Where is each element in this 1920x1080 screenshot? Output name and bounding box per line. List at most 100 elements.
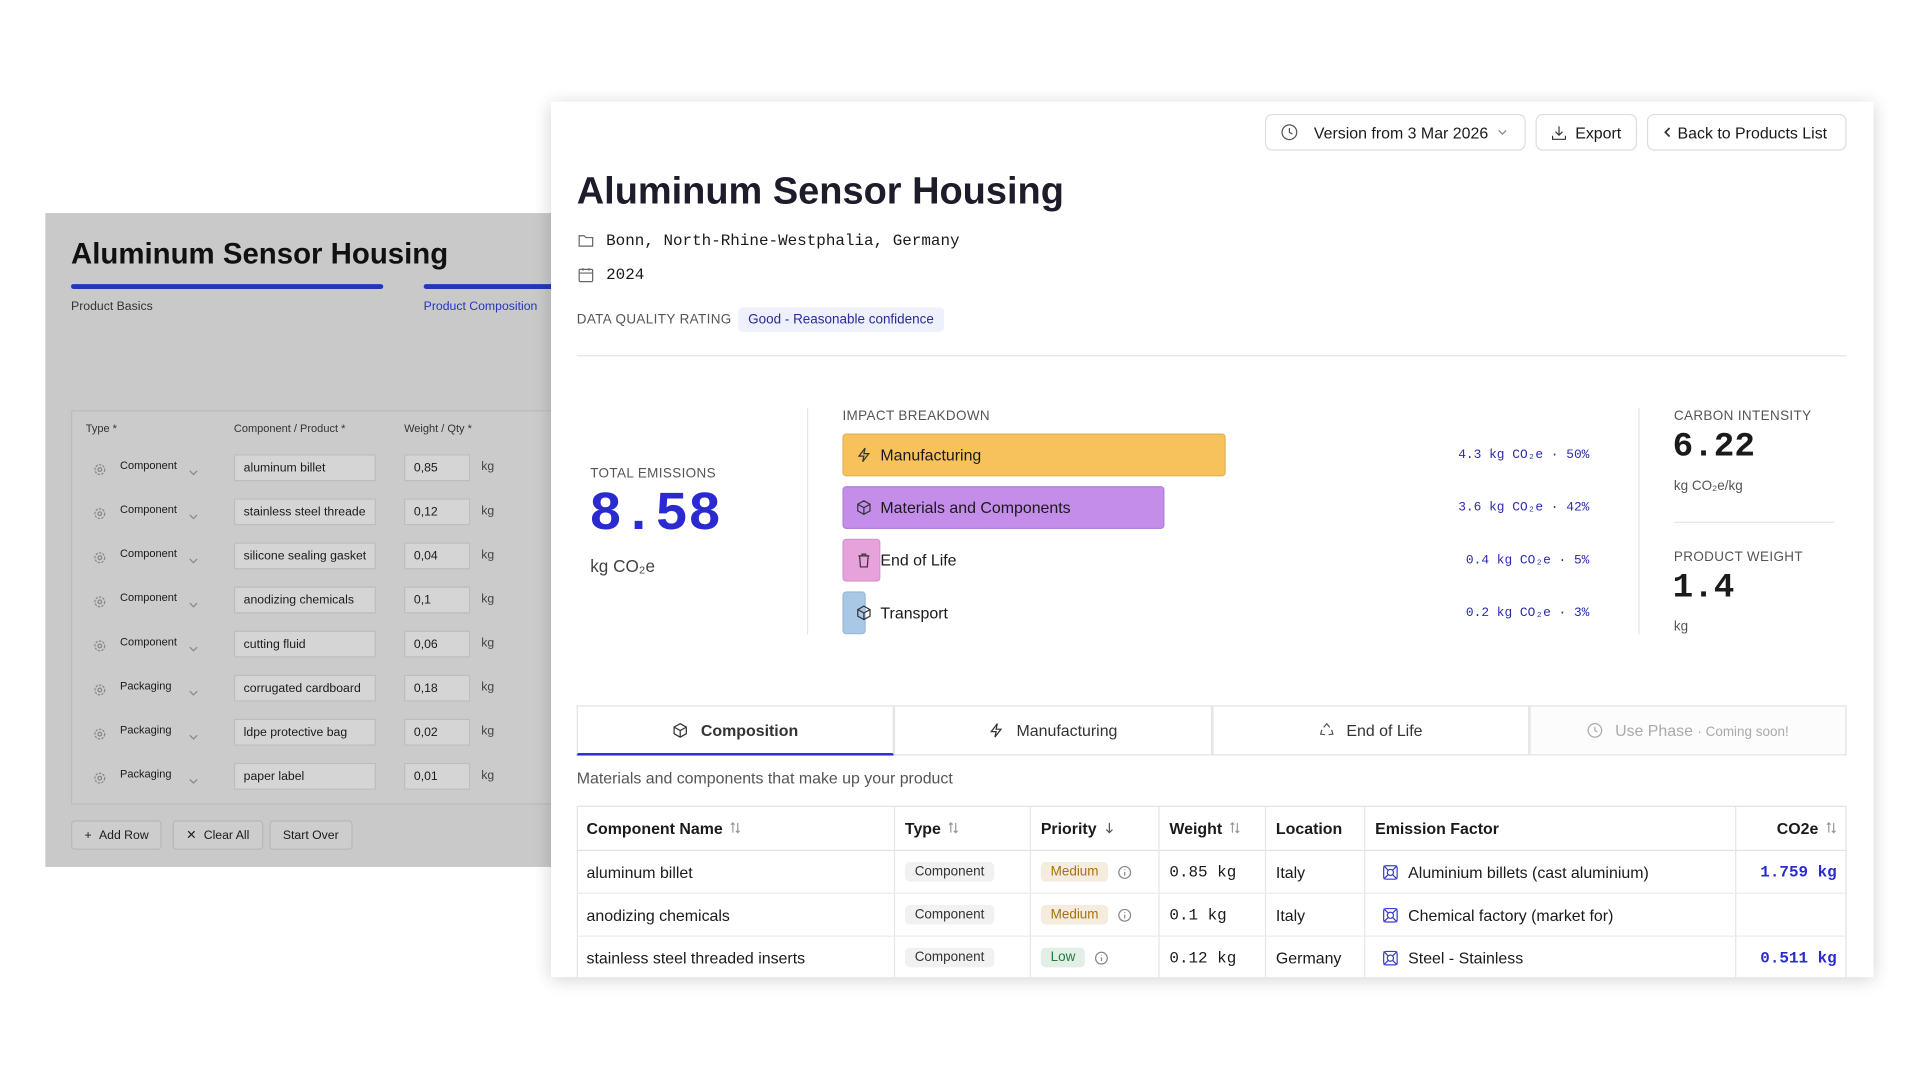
tab[interactable]: Composition: [576, 705, 895, 756]
name-input[interactable]: corrugated cardboard: [233, 674, 376, 702]
column-header[interactable]: CO2e: [1736, 806, 1847, 852]
icon-part: [94, 684, 106, 696]
icon-part: [1383, 864, 1398, 880]
add-row-button[interactable]: + Add Row: [71, 820, 163, 850]
table-cell: Italy: [1266, 851, 1366, 894]
icon-part: [97, 643, 103, 649]
name-input[interactable]: aluminum billet: [233, 454, 376, 482]
column-header[interactable]: Priority: [1031, 805, 1160, 852]
total-label: TOTAL EMISSIONS: [590, 466, 716, 482]
total-value: 8.58: [588, 483, 722, 547]
icon-part: [1230, 821, 1240, 834]
icon-part: [1386, 911, 1395, 919]
weight-input[interactable]: 0,06: [404, 630, 471, 658]
table-cell: aluminum billet: [576, 851, 896, 894]
icon: [1318, 722, 1334, 738]
icon-part: [94, 596, 106, 608]
weight-input[interactable]: 0,12: [404, 498, 471, 526]
column-header: Component / Product *: [233, 422, 346, 435]
type-select[interactable]: Component: [120, 503, 177, 516]
icon: [93, 681, 106, 703]
weight-input[interactable]: 0,1: [404, 586, 471, 614]
header-text: Weight: [1169, 818, 1223, 837]
name-input[interactable]: ldpe protective bag: [233, 718, 376, 746]
icon-part: [189, 646, 198, 652]
header-text: Type: [904, 818, 941, 837]
type-select[interactable]: Packaging: [120, 767, 172, 781]
column-header: Weight / Qty *: [404, 422, 472, 435]
input-text: paper label: [243, 769, 305, 784]
weight-label: PRODUCT WEIGHT: [1673, 549, 1804, 565]
button-label: Back to Products List: [1677, 123, 1828, 142]
icon-part: [730, 821, 741, 834]
icon-part: [189, 514, 198, 520]
unit-label: kg: [481, 592, 495, 607]
type-select[interactable]: Component: [120, 591, 177, 604]
icon: [189, 770, 199, 792]
tab[interactable]: End of Life: [1211, 705, 1530, 756]
type-select[interactable]: Component: [120, 459, 177, 472]
table-cell: 0.511 kg: [1736, 937, 1846, 977]
component-name: aluminum billet: [586, 862, 693, 882]
name-input[interactable]: stainless steel threade: [233, 498, 376, 526]
unit-label: kg: [481, 504, 495, 518]
start-over-button[interactable]: Start Over: [269, 820, 353, 850]
name-input[interactable]: paper label: [233, 762, 376, 790]
icon: [189, 594, 199, 616]
weight-input[interactable]: 0,01: [404, 762, 471, 790]
icon-part: [1383, 864, 1398, 880]
icon-part: [1383, 950, 1398, 965]
type-select[interactable]: Component: [120, 635, 177, 648]
co2e-value: 1.759 kg: [1760, 862, 1837, 882]
column-header[interactable]: Weight: [1159, 805, 1267, 852]
icon-part: [189, 646, 198, 652]
weight-input[interactable]: 0,02: [404, 718, 471, 746]
weight-input[interactable]: 0,85: [404, 454, 471, 482]
weight-value: 1.4: [1672, 569, 1735, 608]
name-input[interactable]: cutting fluid: [233, 630, 376, 658]
type-select[interactable]: Component: [120, 547, 177, 560]
version-select[interactable]: Version from 3 Mar 2026: [1264, 113, 1526, 151]
input-text: stainless steel threade: [243, 505, 366, 519]
export-button[interactable]: Export: [1535, 113, 1638, 151]
header-text: Location: [1275, 818, 1343, 837]
tab-label: Composition: [701, 721, 798, 739]
icon-part: [857, 447, 871, 463]
icon: [93, 593, 106, 615]
tab-label: Manufacturing: [1017, 721, 1118, 739]
weight-input[interactable]: 0,18: [404, 674, 471, 702]
header-text: Emission Factor: [1375, 818, 1499, 837]
unit-label: kg: [481, 460, 495, 474]
input-text: 0,85: [413, 461, 438, 475]
icon: [1118, 865, 1132, 879]
button-label: Export: [1575, 123, 1622, 142]
type-select[interactable]: Packaging: [120, 679, 172, 692]
tab[interactable]: Manufacturing: [894, 705, 1212, 756]
impact-value: 0.2 kg CO₂e · 3%: [1465, 606, 1590, 621]
product-location: Bonn, North-Rhine-Westphalia, Germany: [606, 231, 960, 250]
product-year: 2024: [606, 265, 645, 285]
clear-all-button[interactable]: ✕ Clear All: [172, 820, 263, 850]
type-select[interactable]: Packaging: [120, 723, 172, 736]
name-input[interactable]: anodizing chemicals: [233, 586, 376, 614]
icon-part: [97, 775, 103, 781]
name-input[interactable]: silicone sealing gasket: [233, 542, 376, 570]
icon-part: [94, 728, 106, 740]
icon-part: [1383, 907, 1398, 923]
tab-description: Materials and components that make up yo…: [576, 768, 953, 788]
tab-label-text: End of Life: [1346, 721, 1423, 740]
icon-part: [94, 728, 106, 740]
weight-unit: kg: [1673, 619, 1689, 635]
icon-part: [1587, 723, 1603, 738]
icon: [93, 769, 106, 791]
column-header[interactable]: Component Name: [576, 805, 896, 852]
back-button[interactable]: Back to Products List: [1646, 113, 1847, 151]
column-header: Type *: [85, 422, 117, 435]
icon-part: [94, 640, 106, 652]
icon: [189, 506, 199, 528]
location: Italy: [1275, 862, 1306, 882]
weight-input[interactable]: 0,04: [404, 542, 471, 570]
column-header[interactable]: Type: [895, 805, 1032, 852]
icon-part: [1105, 822, 1113, 834]
icon-part: [1230, 821, 1240, 834]
